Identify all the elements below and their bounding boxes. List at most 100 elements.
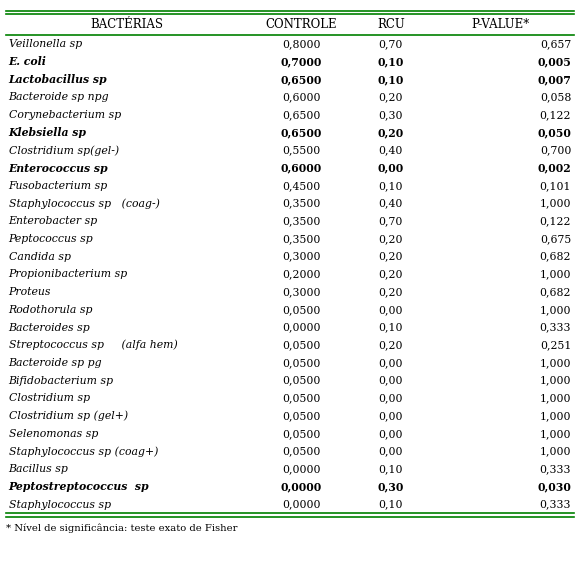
Text: 0,6500: 0,6500 <box>280 74 322 85</box>
Text: 0,6000: 0,6000 <box>280 162 322 174</box>
Text: P-VALUE*: P-VALUE* <box>471 18 529 31</box>
Text: 0,20: 0,20 <box>379 340 403 350</box>
Text: 0,40: 0,40 <box>379 146 403 156</box>
Text: 1,000: 1,000 <box>539 269 571 279</box>
Text: Bacteroide sp pg: Bacteroide sp pg <box>9 358 102 368</box>
Text: 0,00: 0,00 <box>379 305 403 315</box>
Text: 0,030: 0,030 <box>537 481 571 492</box>
Text: 1,000: 1,000 <box>539 375 571 386</box>
Text: 0,3000: 0,3000 <box>282 252 321 262</box>
Text: Clostridium sp: Clostridium sp <box>9 393 90 404</box>
Text: 0,0500: 0,0500 <box>282 305 320 315</box>
Text: 0,0500: 0,0500 <box>282 340 320 350</box>
Text: 1,000: 1,000 <box>539 429 571 439</box>
Text: 0,70: 0,70 <box>379 39 403 49</box>
Text: Staphylococcus sp (coag+): Staphylococcus sp (coag+) <box>9 446 158 457</box>
Text: 0,007: 0,007 <box>537 74 571 85</box>
Text: Enterobacter sp: Enterobacter sp <box>9 216 98 226</box>
Text: CONTROLE: CONTROLE <box>265 18 337 31</box>
Text: 0,20: 0,20 <box>379 269 403 279</box>
Text: Klebsiella sp: Klebsiella sp <box>9 127 87 138</box>
Text: 0,6000: 0,6000 <box>282 92 321 102</box>
Text: * Nível de significância: teste exato de Fisher: * Nível de significância: teste exato de… <box>6 524 237 533</box>
Text: 0,20: 0,20 <box>379 234 403 244</box>
Text: 0,050: 0,050 <box>537 127 571 138</box>
Text: 0,0000: 0,0000 <box>282 323 321 333</box>
Text: 0,10: 0,10 <box>377 56 404 67</box>
Text: 1,000: 1,000 <box>539 305 571 315</box>
Text: Proteus: Proteus <box>9 287 51 297</box>
Text: 0,00: 0,00 <box>379 446 403 456</box>
Text: 0,20: 0,20 <box>378 127 404 138</box>
Text: 0,0500: 0,0500 <box>282 358 320 368</box>
Text: 1,000: 1,000 <box>539 198 571 209</box>
Text: BACTÉRIAS: BACTÉRIAS <box>90 18 163 31</box>
Text: 0,00: 0,00 <box>379 375 403 386</box>
Text: 0,10: 0,10 <box>379 464 403 474</box>
Text: 1,000: 1,000 <box>539 358 571 368</box>
Text: 0,333: 0,333 <box>539 500 571 510</box>
Text: Lactobacillus sp: Lactobacillus sp <box>9 74 107 85</box>
Text: 0,122: 0,122 <box>539 216 571 226</box>
Text: 0,30: 0,30 <box>379 110 403 120</box>
Text: E. coli: E. coli <box>9 56 47 67</box>
Text: 0,6500: 0,6500 <box>280 127 322 138</box>
Text: 0,10: 0,10 <box>377 74 404 85</box>
Text: Bacteroide sp npg: Bacteroide sp npg <box>9 92 109 102</box>
Text: 0,122: 0,122 <box>539 110 571 120</box>
Text: 0,00: 0,00 <box>379 358 403 368</box>
Text: 1,000: 1,000 <box>539 446 571 456</box>
Text: 0,10: 0,10 <box>379 181 403 191</box>
Text: 0,0500: 0,0500 <box>282 375 320 386</box>
Text: 0,700: 0,700 <box>540 146 571 156</box>
Text: Peptococcus sp: Peptococcus sp <box>9 234 93 244</box>
Text: 0,333: 0,333 <box>539 464 571 474</box>
Text: 0,30: 0,30 <box>377 481 404 492</box>
Text: 0,657: 0,657 <box>540 39 571 49</box>
Text: RCU: RCU <box>377 18 404 31</box>
Text: 0,20: 0,20 <box>379 252 403 262</box>
Text: Enterococcus sp: Enterococcus sp <box>9 162 108 174</box>
Text: 0,40: 0,40 <box>379 198 403 209</box>
Text: 0,675: 0,675 <box>540 234 571 244</box>
Text: Bifidobacterium sp: Bifidobacterium sp <box>9 375 114 386</box>
Text: Clostridium sp(gel-): Clostridium sp(gel-) <box>9 145 119 156</box>
Text: 0,70: 0,70 <box>379 216 403 226</box>
Text: Peptostreptococcus  sp: Peptostreptococcus sp <box>9 481 149 492</box>
Text: Corynebacterium sp: Corynebacterium sp <box>9 110 121 120</box>
Text: Bacteroides sp: Bacteroides sp <box>9 323 91 333</box>
Text: 0,058: 0,058 <box>540 92 571 102</box>
Text: 0,0500: 0,0500 <box>282 429 320 439</box>
Text: 0,0500: 0,0500 <box>282 446 320 456</box>
Text: 0,002: 0,002 <box>538 162 571 174</box>
Text: 0,0000: 0,0000 <box>280 481 322 492</box>
Text: 0,0500: 0,0500 <box>282 411 320 421</box>
Text: 0,0000: 0,0000 <box>282 464 321 474</box>
Text: 0,7000: 0,7000 <box>280 56 322 67</box>
Text: 0,005: 0,005 <box>537 56 571 67</box>
Text: 0,101: 0,101 <box>539 181 571 191</box>
Text: 0,0500: 0,0500 <box>282 393 320 404</box>
Text: 0,00: 0,00 <box>379 429 403 439</box>
Text: 0,3500: 0,3500 <box>282 198 320 209</box>
Text: 0,00: 0,00 <box>379 393 403 404</box>
Text: 0,10: 0,10 <box>379 500 403 510</box>
Text: 0,682: 0,682 <box>539 252 571 262</box>
Text: 0,5500: 0,5500 <box>282 146 320 156</box>
Text: Candida sp: Candida sp <box>9 252 70 262</box>
Text: Rodothorula sp: Rodothorula sp <box>9 305 93 315</box>
Text: 1,000: 1,000 <box>539 411 571 421</box>
Text: 0,00: 0,00 <box>378 162 404 174</box>
Text: 0,20: 0,20 <box>379 92 403 102</box>
Text: 0,682: 0,682 <box>539 287 571 297</box>
Text: 0,4500: 0,4500 <box>282 181 320 191</box>
Text: 0,6500: 0,6500 <box>282 110 320 120</box>
Text: 1,000: 1,000 <box>539 393 571 404</box>
Text: Clostridium sp (gel+): Clostridium sp (gel+) <box>9 411 128 422</box>
Text: 0,00: 0,00 <box>379 411 403 421</box>
Text: 0,251: 0,251 <box>540 340 571 350</box>
Text: 0,0000: 0,0000 <box>282 500 321 510</box>
Text: Fusobacterium sp: Fusobacterium sp <box>9 181 108 191</box>
Text: 0,10: 0,10 <box>379 323 403 333</box>
Text: Selenomonas sp: Selenomonas sp <box>9 429 98 439</box>
